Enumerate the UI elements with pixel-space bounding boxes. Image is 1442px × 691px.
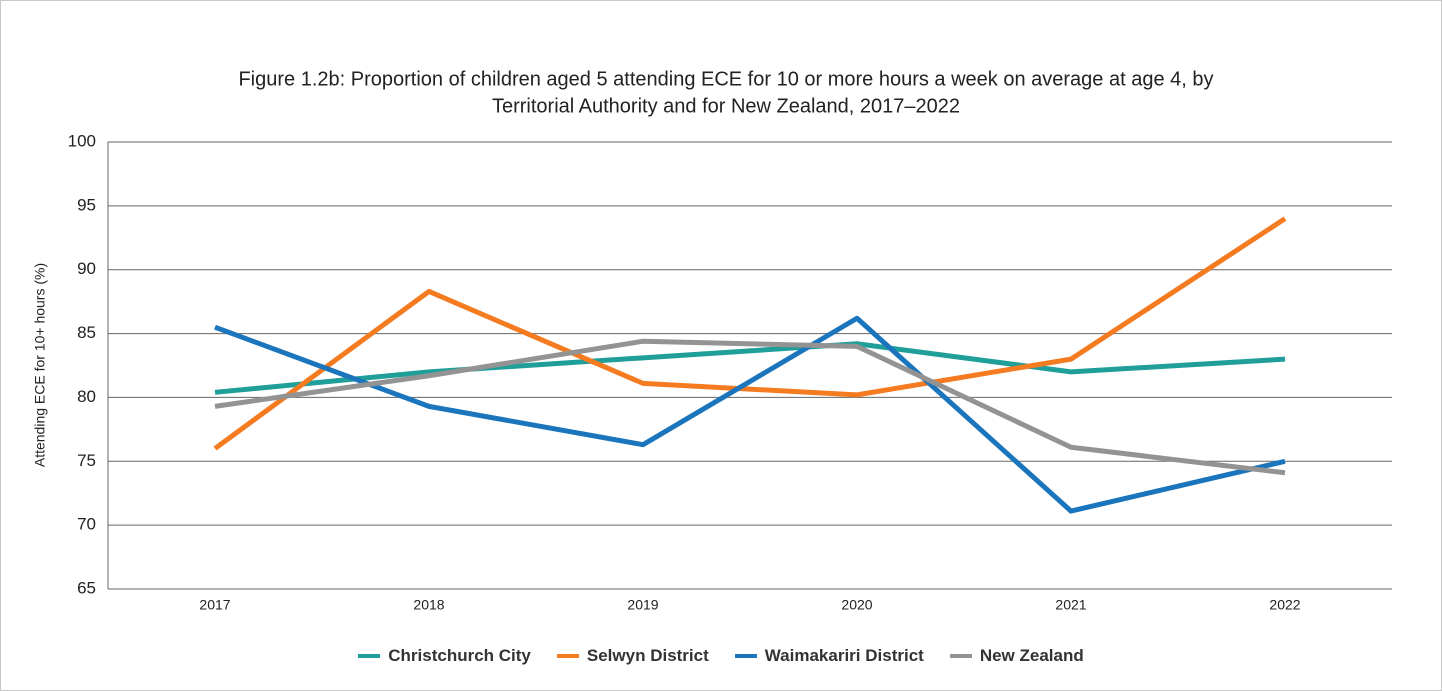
legend-label: Waimakariri District xyxy=(764,646,924,665)
x-tick-label: 2020 xyxy=(841,597,872,613)
x-tick-label: 2019 xyxy=(627,597,658,613)
legend-item: New Zealand xyxy=(949,646,1084,666)
x-tick-label: 2022 xyxy=(1269,597,1300,613)
legend-swatch xyxy=(358,654,381,658)
series-line xyxy=(214,341,1286,395)
y-tick-label: 75 xyxy=(77,451,96,470)
legend-item: Christchurch City xyxy=(358,646,531,666)
legend-item: Selwyn District xyxy=(556,646,709,666)
chart-title: Figure 1.2b: Proportion of children aged… xyxy=(238,68,1213,90)
legend-label: New Zealand xyxy=(979,646,1084,665)
legend-swatch xyxy=(734,654,757,658)
series-line xyxy=(213,216,1287,451)
series-line xyxy=(214,315,1286,514)
y-tick-label: 80 xyxy=(77,387,96,406)
series-line xyxy=(214,338,1286,476)
y-tick-label: 65 xyxy=(77,578,96,597)
y-tick-label: 100 xyxy=(68,131,96,150)
x-tick-label: 2018 xyxy=(413,597,444,613)
y-tick-label: 70 xyxy=(77,515,96,534)
legend-label: Selwyn District xyxy=(586,646,709,665)
y-tick-label: 90 xyxy=(77,259,96,278)
legend-label: Christchurch City xyxy=(388,646,531,665)
y-tick-label: 95 xyxy=(77,195,96,214)
x-tick-label: 2017 xyxy=(199,597,230,613)
y-tick-label: 85 xyxy=(77,323,96,342)
legend-swatch xyxy=(556,654,579,658)
legend: Christchurch City Selwyn District Waimakar… xyxy=(1,646,1441,666)
x-tick-label: 2021 xyxy=(1055,597,1086,613)
legend-item: Waimakariri District xyxy=(734,646,924,666)
chart-title: Territorial Authority and for New Zealan… xyxy=(492,95,960,117)
legend-swatch xyxy=(949,654,972,658)
y-axis-label: Attending ECE for 10+ hours (%) xyxy=(32,263,48,467)
